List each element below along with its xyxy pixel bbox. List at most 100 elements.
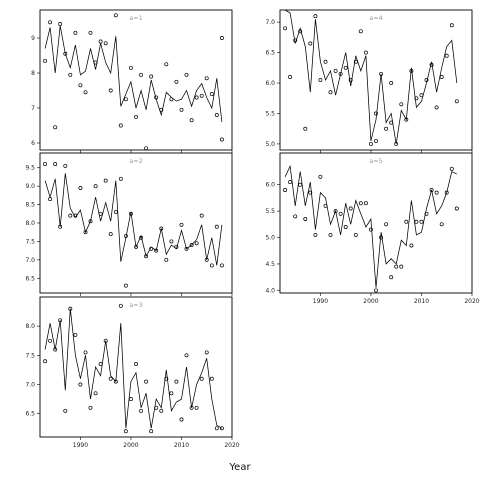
data-point bbox=[434, 105, 439, 110]
data-point bbox=[139, 235, 144, 240]
x-tick-label: 2000 bbox=[363, 298, 378, 305]
data-point bbox=[159, 226, 164, 231]
panel-frame bbox=[279, 9, 473, 151]
data-point bbox=[358, 201, 363, 206]
data-point bbox=[338, 71, 343, 76]
data-point bbox=[394, 141, 399, 146]
data-point bbox=[88, 405, 93, 410]
data-point bbox=[98, 39, 103, 44]
data-point bbox=[78, 382, 83, 387]
y-tick-label: 9.0 bbox=[25, 183, 35, 190]
data-point bbox=[454, 206, 459, 211]
data-point bbox=[338, 211, 343, 216]
data-point bbox=[43, 58, 48, 63]
data-point bbox=[123, 429, 128, 434]
data-point bbox=[93, 391, 98, 396]
data-point bbox=[88, 30, 93, 35]
data-point bbox=[404, 219, 409, 224]
data-point bbox=[43, 162, 48, 167]
data-point bbox=[83, 90, 88, 95]
data-point bbox=[108, 88, 113, 93]
y-tick-label: 5.5 bbox=[265, 208, 275, 215]
data-point bbox=[48, 20, 53, 25]
data-point bbox=[374, 138, 378, 143]
data-point bbox=[189, 243, 194, 248]
data-point bbox=[219, 137, 224, 142]
panel-frame bbox=[39, 9, 233, 151]
data-point bbox=[189, 118, 194, 123]
data-point bbox=[164, 257, 169, 262]
data-point bbox=[449, 23, 454, 28]
data-point bbox=[169, 391, 174, 396]
panel-label: a=2 bbox=[129, 157, 143, 165]
data-point bbox=[58, 318, 63, 323]
series-line bbox=[284, 164, 457, 288]
data-point bbox=[379, 71, 384, 76]
data-point bbox=[149, 429, 154, 434]
data-point bbox=[348, 206, 353, 211]
y-tick-label: 7.0 bbox=[265, 19, 275, 26]
data-point bbox=[189, 405, 194, 410]
data-point bbox=[389, 81, 394, 85]
data-point bbox=[68, 213, 73, 218]
data-point bbox=[209, 376, 214, 381]
data-point bbox=[48, 197, 53, 202]
panel-label: a=5 bbox=[369, 157, 383, 165]
data-point bbox=[374, 111, 378, 116]
data-point bbox=[68, 72, 73, 77]
data-point bbox=[419, 219, 424, 224]
y-tick-label: 7.5 bbox=[25, 238, 35, 245]
data-point bbox=[214, 113, 219, 117]
data-point bbox=[404, 117, 409, 122]
data-point bbox=[343, 225, 348, 229]
data-point bbox=[53, 347, 58, 352]
data-point bbox=[194, 405, 199, 410]
data-point bbox=[293, 214, 298, 219]
data-point bbox=[313, 232, 318, 237]
data-point bbox=[308, 190, 313, 195]
data-point bbox=[368, 227, 373, 232]
data-point bbox=[333, 209, 338, 214]
data-point bbox=[73, 332, 78, 337]
data-point bbox=[113, 13, 118, 18]
data-point bbox=[108, 376, 113, 381]
data-point bbox=[414, 96, 419, 101]
data-point bbox=[123, 233, 128, 238]
data-point bbox=[128, 211, 133, 216]
data-point bbox=[308, 41, 313, 46]
data-point bbox=[454, 99, 459, 104]
data-point bbox=[429, 62, 434, 67]
data-point bbox=[134, 244, 138, 249]
data-point bbox=[83, 230, 88, 235]
data-point bbox=[303, 217, 308, 221]
data-point bbox=[169, 239, 174, 244]
data-point bbox=[199, 93, 204, 98]
panel-label: a=4 bbox=[369, 14, 383, 22]
data-point bbox=[134, 362, 138, 367]
data-point bbox=[144, 146, 149, 151]
data-point bbox=[409, 68, 414, 73]
data-point bbox=[318, 174, 323, 179]
x-tick-label: 1990 bbox=[73, 442, 88, 449]
data-point bbox=[58, 224, 63, 229]
data-point bbox=[139, 72, 144, 77]
data-point bbox=[154, 248, 159, 253]
data-point bbox=[118, 303, 123, 308]
data-point bbox=[363, 50, 368, 55]
y-tick-label: 5.0 bbox=[265, 235, 275, 242]
data-point bbox=[298, 29, 303, 34]
panel-label: a=1 bbox=[129, 14, 143, 22]
data-point bbox=[358, 29, 363, 34]
data-point bbox=[139, 408, 144, 413]
data-point bbox=[68, 306, 73, 311]
y-tick-label: 8.5 bbox=[25, 202, 35, 209]
data-point bbox=[159, 107, 164, 112]
data-point bbox=[424, 211, 429, 216]
data-point bbox=[194, 95, 199, 100]
y-tick-label: 8.0 bbox=[25, 220, 35, 227]
data-point bbox=[154, 405, 159, 410]
data-point bbox=[283, 188, 288, 192]
x-tick-label: 2020 bbox=[464, 298, 479, 305]
data-point bbox=[384, 222, 389, 227]
